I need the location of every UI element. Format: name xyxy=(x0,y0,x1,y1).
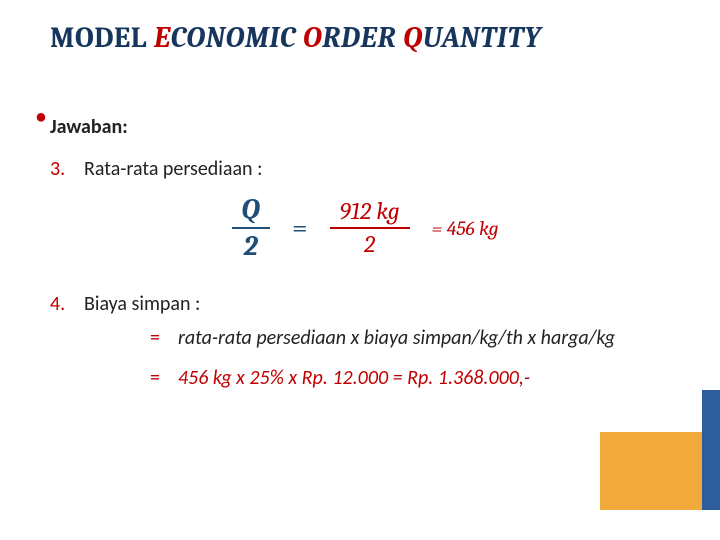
title-e-initial: E xyxy=(154,22,171,55)
answer-heading: • Jawaban: xyxy=(50,115,680,139)
calculation-text: 456 kg x 25% x Rp. 12.000 = Rp. 1.368.00… xyxy=(178,366,530,390)
fraction-912kg-over-2: 912 kg 2 xyxy=(330,199,410,257)
decoration-blue-block xyxy=(702,390,720,510)
title-economic: CONOMIC xyxy=(171,22,303,55)
title-quantity: UANTITY xyxy=(423,22,541,55)
formula-text: rata-rata persediaan x biaya simpan/kg/t… xyxy=(178,326,615,350)
frac-q-top: Q xyxy=(232,195,270,229)
item-3: 3. Rata-rata persediaan : xyxy=(50,157,680,181)
equals-sign-2: = xyxy=(150,326,166,350)
item-4: 4. Biaya simpan : xyxy=(50,292,680,316)
item-3-label: Rata-rata persediaan : xyxy=(84,157,262,181)
bullet-icon: • xyxy=(36,105,46,129)
item-3-number: 3. xyxy=(50,157,72,181)
formula-definition: = rata-rata persediaan x biaya simpan/kg… xyxy=(150,326,680,350)
frac-r-bot: 2 xyxy=(354,229,385,257)
title-word-model: MODEL xyxy=(50,22,154,55)
item-4-label: Biaya simpan : xyxy=(84,292,200,316)
answer-label: Jawaban: xyxy=(50,115,128,139)
formula-calculation: = 456 kg x 25% x Rp. 12.000 = Rp. 1.368.… xyxy=(150,366,680,390)
slide: MODEL ECONOMIC ORDER QUANTITY • Jawaban:… xyxy=(0,0,720,540)
frac-r-top: 912 kg xyxy=(330,199,410,229)
item-4-number: 4. xyxy=(50,292,72,316)
frac-q-bot: 2 xyxy=(234,229,268,261)
page-title: MODEL ECONOMIC ORDER QUANTITY xyxy=(50,22,680,55)
fraction-q-over-2: Q 2 xyxy=(232,195,270,262)
equation-result: = 456 kg xyxy=(432,217,499,240)
title-q-initial: Q xyxy=(403,22,422,55)
equation-row: Q 2 = 912 kg 2 = 456 kg xyxy=(50,195,680,262)
equals-sign-1: = xyxy=(292,212,308,244)
title-o-initial: O xyxy=(303,22,322,55)
equals-sign-3: = xyxy=(150,366,166,390)
title-order: RDER xyxy=(322,22,403,55)
